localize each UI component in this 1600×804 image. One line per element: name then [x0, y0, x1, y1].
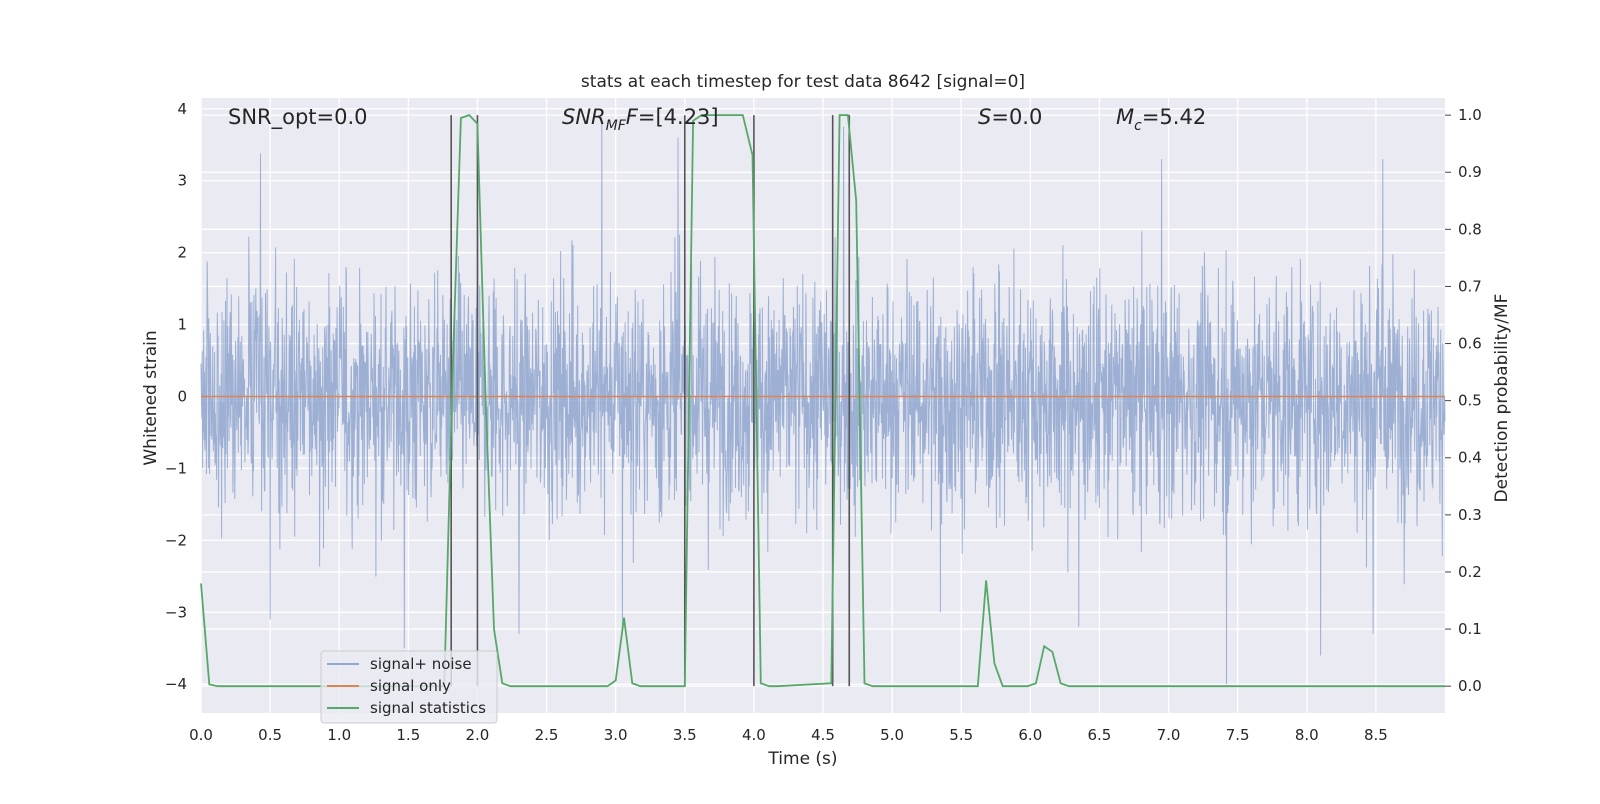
legend-box	[320, 650, 498, 724]
x-tick-label: 4.0	[742, 726, 766, 744]
y-tick-label-right: 0.6	[1458, 335, 1482, 353]
y-axis-label-right: Detection probability/MF	[1492, 294, 1512, 503]
x-tick-label: 2.5	[535, 726, 559, 744]
y-tick-label-right: 0.2	[1458, 563, 1482, 581]
x-tick-label: 5.5	[949, 726, 973, 744]
legend-label-statistics: signal statistics	[370, 699, 486, 717]
y-tick-label-left: 1	[177, 316, 187, 334]
x-tick-label: 1.5	[396, 726, 420, 744]
y-tick-label-left: 3	[177, 172, 187, 190]
legend-label-signal-only: signal only	[370, 677, 451, 695]
x-axis-label: Time (s)	[767, 749, 837, 769]
y-tick-label-right: 0.7	[1458, 277, 1482, 295]
y-tick-label-left: −4	[165, 675, 187, 693]
annotation-mc: Mc=5.42	[1116, 105, 1206, 134]
y-tick-label-right: 0.3	[1458, 506, 1482, 524]
x-tick-label: 0.0	[189, 726, 213, 744]
signal-noise-line	[200, 121, 1446, 685]
y-tick-label-right: 1.0	[1458, 106, 1482, 124]
legend: signal+ noise signal only signal statist…	[320, 650, 498, 724]
y-tick-label-right: 0.9	[1458, 163, 1482, 181]
x-tick-label: 8.5	[1364, 726, 1388, 744]
annotation-s: S=0.0	[978, 105, 1042, 129]
y-tick-label-left: 4	[177, 100, 187, 118]
chart-title: stats at each timestep for test data 864…	[581, 72, 1025, 92]
x-tick-label: 3.0	[604, 726, 628, 744]
y-tick-label-right: 0.5	[1458, 392, 1482, 410]
x-tick-label: 6.5	[1088, 726, 1112, 744]
x-tick-label: 1.0	[327, 726, 351, 744]
x-tick-label: 7.5	[1226, 726, 1250, 744]
x-tick-label: 0.5	[258, 726, 282, 744]
tick-labels: 0.0 0.5 1.0 1.5 2.0 2.5 3.0 3.5 4.0 4.5 5.0 5.5 6.0 6…	[165, 100, 1482, 744]
y-tick-label-left: 0	[177, 388, 187, 406]
y-axis-label-left: Whitened strain	[141, 330, 161, 465]
y-tick-label-left: −2	[165, 531, 187, 549]
signal-statistics-line	[200, 114, 1445, 688]
legend-label-noise: signal+ noise	[370, 655, 472, 673]
y-tick-label-left: 2	[177, 244, 187, 262]
y-tick-label-left: −3	[165, 603, 187, 621]
y-tick-label-right: 0.0	[1458, 677, 1482, 695]
x-tick-label: 2.0	[466, 726, 490, 744]
signal-statistics-series	[200, 114, 1445, 688]
x-tick-label: 8.0	[1295, 726, 1319, 744]
signal-noise-series	[200, 121, 1446, 685]
x-tick-label: 3.5	[673, 726, 697, 744]
annotation-snr-opt: SNR_opt=0.0	[228, 105, 368, 130]
annotation-snr-mf: SNRMFF=[4.23]	[562, 105, 719, 134]
x-tick-label: 4.5	[811, 726, 835, 744]
y-tick-label-right: 0.1	[1458, 620, 1482, 638]
x-tick-label: 7.0	[1157, 726, 1181, 744]
y-tick-label-right: 0.8	[1458, 220, 1482, 238]
x-tick-label: 5.0	[880, 726, 904, 744]
y-tick-label-left: −1	[165, 459, 187, 477]
y-tick-label-right: 0.4	[1458, 449, 1482, 467]
x-tick-label: 6.0	[1018, 726, 1042, 744]
